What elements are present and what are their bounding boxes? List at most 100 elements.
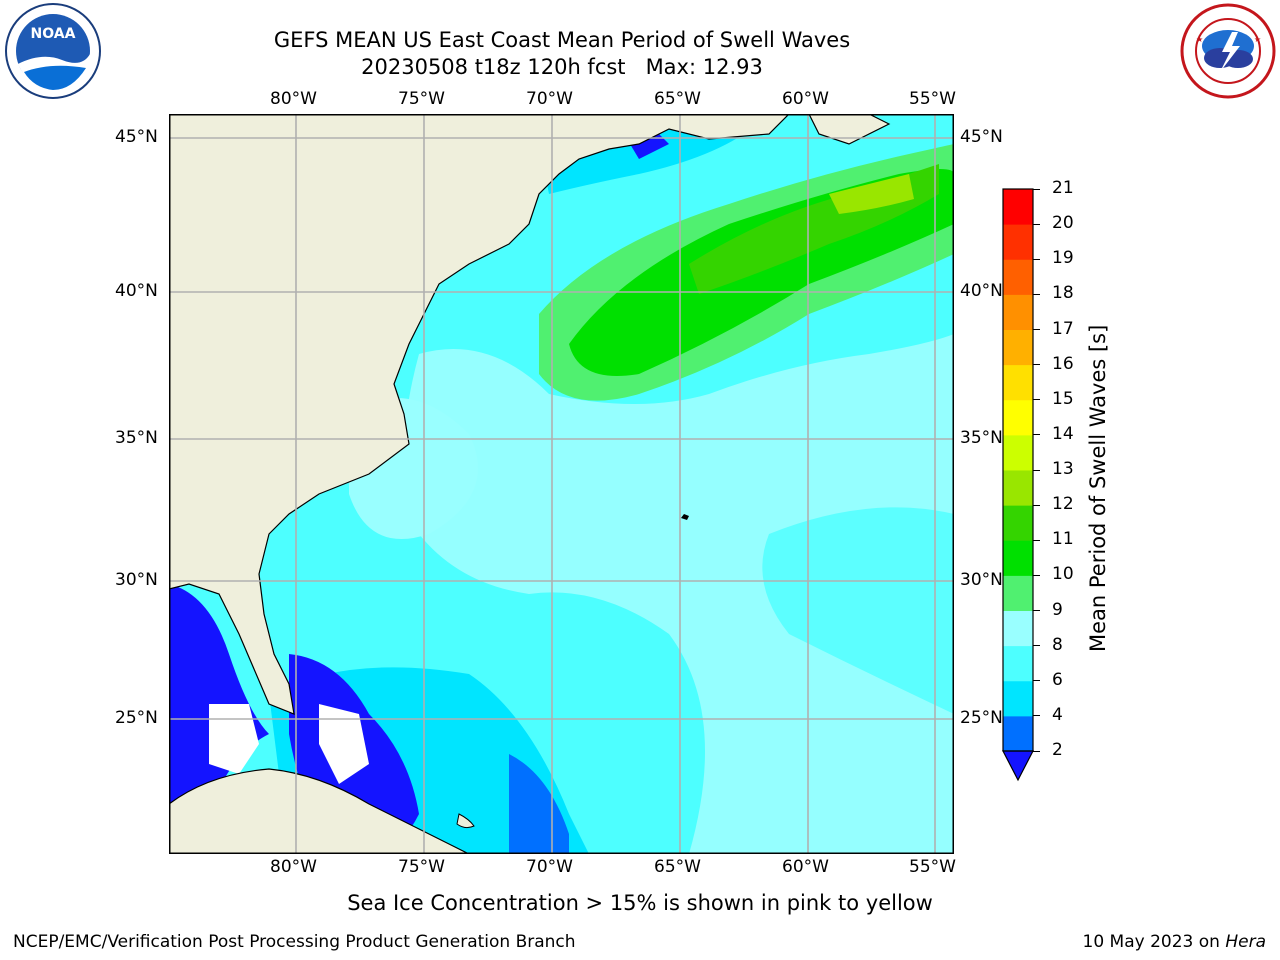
lon-label-bottom-80w: 80°W bbox=[270, 857, 317, 877]
land-island bbox=[456, 813, 475, 829]
colorbar-tick bbox=[1033, 680, 1040, 682]
lon-label-bottom-70w: 70°W bbox=[526, 857, 573, 877]
map-title: GEFS MEAN US East Coast Mean Period of S… bbox=[273, 28, 851, 52]
colorbar-tick bbox=[1033, 399, 1040, 401]
lon-label-bottom-60w: 60°W bbox=[782, 857, 829, 877]
svg-text:★: ★ bbox=[1254, 35, 1261, 44]
colorbar-label-13: 13 bbox=[1052, 459, 1074, 479]
colorbar-band-6 bbox=[1003, 645, 1033, 682]
land-north-america bbox=[169, 114, 790, 715]
colorbar-tick bbox=[1033, 434, 1040, 436]
colorbar bbox=[1002, 188, 1034, 782]
lon-label-bottom-55w: 55°W bbox=[909, 857, 956, 877]
lon-label-top-75w: 75°W bbox=[398, 89, 445, 109]
colorbar-band-13 bbox=[1003, 434, 1033, 471]
swell-8-9s-region bbox=[404, 334, 954, 854]
colorbar-label-10: 10 bbox=[1052, 564, 1074, 585]
noaa-logo-text: NOAA bbox=[31, 26, 76, 42]
lat-label-right-40n: 40°N bbox=[960, 281, 1003, 301]
colorbar-tick bbox=[1033, 223, 1040, 225]
colorbar-tick bbox=[1033, 574, 1040, 576]
svg-text:★: ★ bbox=[1196, 35, 1203, 44]
colorbar-label-20: 20 bbox=[1052, 213, 1074, 234]
colorbar-label-16: 16 bbox=[1052, 353, 1074, 374]
footer-machine: Hera bbox=[1225, 932, 1266, 952]
land-nova-scotia bbox=[808, 114, 891, 145]
swell-6-8s-patch bbox=[762, 507, 954, 714]
colorbar-label-21: 21 bbox=[1052, 178, 1074, 198]
lon-label-top-55w: 55°W bbox=[909, 89, 956, 109]
colorbar-tick bbox=[1033, 329, 1040, 330]
colorbar-label-14: 14 bbox=[1052, 423, 1074, 444]
lat-label-left-35n: 35°N bbox=[115, 428, 158, 448]
land-bermuda bbox=[681, 514, 689, 520]
colorbar-band-17 bbox=[1003, 294, 1033, 330]
lon-label-bottom-75w: 75°W bbox=[398, 857, 445, 877]
colorbar-label-19: 19 bbox=[1052, 248, 1074, 269]
swell-12-13s-core bbox=[829, 174, 914, 214]
sea-ice-note: Sea Ice Concentration > 15% is shown in … bbox=[347, 891, 933, 915]
colorbar-band-10 bbox=[1003, 540, 1033, 576]
colorbar-band-12 bbox=[1003, 470, 1033, 506]
colorbar-under-arrow bbox=[1002, 750, 1034, 782]
no-data-area bbox=[209, 704, 259, 774]
colorbar-tick bbox=[1033, 188, 1040, 190]
lat-label-left-40n: 40°N bbox=[115, 281, 158, 301]
colorbar-band-8 bbox=[1003, 610, 1033, 647]
colorbar-tick bbox=[1033, 539, 1040, 541]
land-cuba bbox=[169, 768, 470, 854]
footer-date-text: 10 May 2023 on bbox=[1082, 932, 1226, 952]
colorbar-label-9: 9 bbox=[1052, 599, 1063, 620]
colorbar-tick bbox=[1033, 364, 1040, 366]
colorbar-tick bbox=[1033, 715, 1040, 717]
colorbar-band-11 bbox=[1003, 505, 1033, 541]
colorbar-band-15 bbox=[1003, 364, 1033, 401]
colorbar-tick bbox=[1033, 750, 1040, 752]
colorbar-band-16 bbox=[1003, 329, 1033, 366]
colorbar-band-4 bbox=[1003, 680, 1033, 717]
map-gridlines bbox=[169, 114, 954, 854]
lat-label-left-30n: 30°N bbox=[115, 570, 158, 590]
nws-logo: ★ ★ bbox=[1180, 3, 1276, 99]
no-data-area-banks bbox=[319, 704, 369, 784]
colorbar-label-11: 11 bbox=[1052, 529, 1074, 550]
colorbar-band-14 bbox=[1003, 399, 1033, 436]
colorbar-tick bbox=[1033, 293, 1040, 295]
lat-label-left-25n: 25°N bbox=[115, 708, 158, 728]
noaa-logo: NOAA bbox=[5, 3, 101, 99]
lat-label-right-30n: 30°N bbox=[960, 570, 1003, 590]
colorbar-band-19 bbox=[1003, 224, 1033, 260]
colorbar-tick bbox=[1033, 258, 1040, 260]
colorbar-band-18 bbox=[1003, 259, 1033, 295]
colorbar-tick bbox=[1033, 610, 1040, 611]
colorbar-label-8: 8 bbox=[1052, 634, 1063, 655]
lon-label-top-70w: 70°W bbox=[526, 89, 573, 109]
colorbar-label-4: 4 bbox=[1052, 704, 1063, 725]
map-subtitle: 20230508 t18z 120h fcst Max: 12.93 bbox=[361, 55, 763, 79]
lat-label-right-25n: 25°N bbox=[960, 708, 1003, 728]
colorbar-label-18: 18 bbox=[1052, 283, 1074, 304]
lat-label-right-35n: 35°N bbox=[960, 428, 1003, 448]
lat-label-left-45n: 45°N bbox=[115, 127, 158, 147]
lon-label-top-60w: 60°W bbox=[782, 89, 829, 109]
swell-2-4s-caribbean bbox=[509, 754, 569, 854]
lon-label-top-65w: 65°W bbox=[654, 89, 701, 109]
footer-producer: NCEP/EMC/Verification Post Processing Pr… bbox=[13, 932, 576, 952]
colorbar-label-2: 2 bbox=[1052, 740, 1063, 760]
map-frame bbox=[169, 114, 954, 854]
swell-period-map bbox=[169, 114, 954, 854]
colorbar-label-15: 15 bbox=[1052, 388, 1074, 409]
colorbar-tick bbox=[1033, 504, 1040, 506]
footer-date: 10 May 2023 on Hera bbox=[1083, 932, 1267, 952]
colorbar-title: Mean Period of Swell Waves [s] bbox=[1086, 324, 1110, 652]
colorbar-band-20 bbox=[1003, 189, 1033, 225]
colorbar-label-6: 6 bbox=[1052, 669, 1063, 690]
colorbar-tick bbox=[1033, 469, 1040, 471]
colorbar-label-17: 17 bbox=[1052, 318, 1074, 339]
colorbar-tick bbox=[1033, 645, 1040, 647]
lat-label-right-45n: 45°N bbox=[960, 127, 1003, 147]
colorbar-band-9 bbox=[1003, 575, 1033, 611]
colorbar-band-2 bbox=[1003, 715, 1033, 752]
lon-label-top-80w: 80°W bbox=[270, 89, 317, 109]
colorbar-label-12: 12 bbox=[1052, 494, 1074, 515]
